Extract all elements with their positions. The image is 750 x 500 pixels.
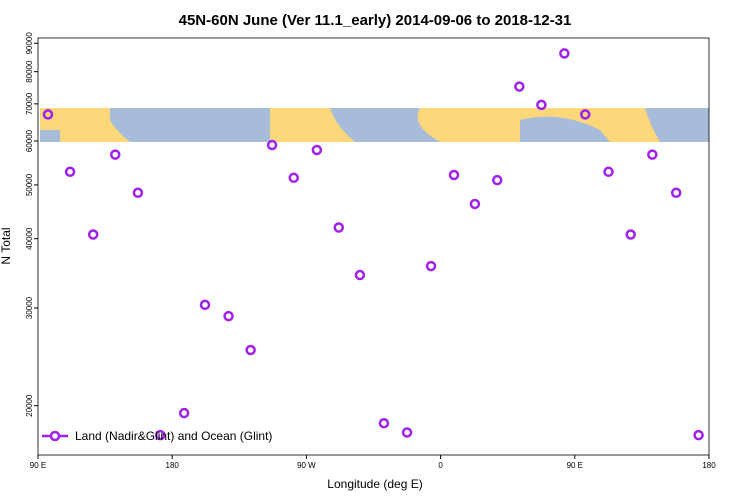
point (64, 166, 76, 178)
point (178, 407, 190, 419)
point (155, 429, 166, 441)
plot-frame (37, 37, 710, 456)
point (425, 260, 437, 272)
chart-title: 45N-60N June (Ver 11.1_early) 2014-09-06… (179, 12, 572, 29)
point (401, 427, 413, 438)
point (579, 109, 591, 120)
point (469, 198, 481, 210)
point (132, 187, 144, 199)
y-axis-label: N Total (0, 227, 13, 264)
point (288, 172, 299, 184)
point (647, 149, 658, 160)
point (245, 344, 256, 356)
map-band (40, 108, 709, 142)
x-tick-label: 0 (438, 461, 443, 470)
y-tick-label: 30000 (25, 296, 34, 319)
point (223, 310, 234, 322)
point (559, 48, 570, 59)
point (378, 417, 390, 429)
point (448, 169, 460, 181)
point (266, 139, 278, 151)
point (311, 144, 323, 156)
point (492, 174, 503, 186)
y-tick-label: 50000 (25, 173, 34, 196)
point (693, 429, 704, 441)
point (87, 229, 99, 240)
point (199, 299, 211, 311)
legend-marker (49, 430, 61, 442)
point (514, 81, 525, 92)
x-tick-label: 180 (702, 461, 716, 470)
point (333, 222, 345, 233)
point (109, 149, 121, 160)
x-tick-label: 90 E (567, 461, 583, 470)
y-tick-label: 70000 (25, 92, 34, 115)
point (603, 166, 614, 178)
y-tick-label: 20000 (25, 394, 34, 417)
legend-label: Land (Nadir&Glint) and Ocean (Glint) (75, 429, 272, 443)
y-tick-label: 60000 (25, 129, 34, 152)
x-tick-label: 180 (166, 461, 180, 470)
point (625, 229, 636, 240)
point (354, 269, 366, 281)
x-tick-label: 90 E (30, 461, 46, 470)
x-axis-label: Longitude (deg E) (327, 477, 422, 491)
x-tick-label: 90 W (297, 461, 316, 470)
point (536, 99, 547, 111)
point (670, 187, 682, 199)
y-tick-label: 90000 (25, 32, 34, 55)
point (42, 109, 54, 120)
y-tick-label: 40000 (25, 227, 34, 250)
y-tick-label: 80000 (25, 60, 34, 83)
